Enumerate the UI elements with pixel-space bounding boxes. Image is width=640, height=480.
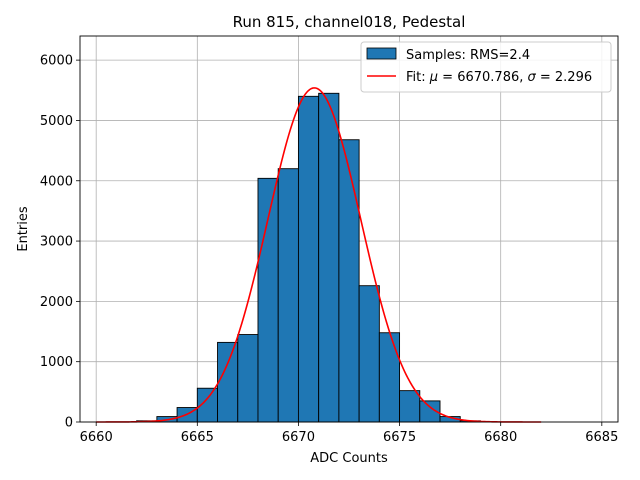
legend-sigma-symbol: σ (528, 70, 537, 85)
x-tick-label: 6660 (80, 430, 113, 445)
histogram-bar (217, 341, 239, 423)
histogram-bar (338, 139, 360, 423)
x-tick-label: 6665 (181, 430, 214, 445)
histogram-bar (378, 332, 401, 423)
histogram-bar (358, 285, 380, 423)
histogram-bars (136, 92, 481, 423)
y-tick-label: 1000 (40, 355, 73, 370)
legend-fit-prefix: Fit: (406, 70, 430, 85)
legend-label-fit: Fit: μ = 6670.786, σ = 2.296 (406, 70, 592, 85)
y-tick-label: 6000 (40, 54, 73, 69)
legend-sigma-value: = 2.296 (536, 70, 592, 85)
y-tick-label: 0 (65, 416, 73, 431)
histogram-bar (277, 168, 299, 423)
histogram-bar (237, 334, 259, 423)
fit-curve (96, 87, 542, 423)
x-tick-label: 6680 (484, 430, 517, 445)
x-tick-label: 6670 (282, 430, 315, 445)
histogram-bar (399, 390, 421, 423)
histogram-bar (318, 92, 340, 423)
y-tick-label: 5000 (40, 114, 73, 129)
y-tick-label: 2000 (40, 295, 73, 310)
y-axis-ticks: 0 1000 2000 3000 4000 5000 6000 (40, 54, 80, 431)
x-tick-label: 6685 (585, 430, 618, 445)
legend-mu-value: = 6670.786, (438, 70, 527, 85)
y-tick-label: 4000 (40, 174, 73, 189)
x-tick-label: 6675 (383, 430, 416, 445)
legend-box (360, 41, 612, 93)
chart-title: Run 815, channel018, Pedestal (233, 13, 466, 31)
legend: Samples: RMS=2.4 Fit: μ = 6670.786, σ = … (360, 41, 612, 93)
legend-swatch-samples (366, 47, 397, 60)
x-axis-ticks: 6660 6665 6670 6675 6680 6685 (80, 422, 618, 445)
legend-mu-symbol: μ (429, 70, 438, 85)
y-axis-label: Entries (16, 206, 31, 252)
legend-label-samples: Samples: RMS=2.4 (406, 48, 530, 63)
x-axis-label: ADC Counts (310, 451, 388, 466)
plot-frame (79, 35, 619, 423)
histogram-bar (297, 95, 320, 423)
y-tick-label: 3000 (40, 235, 73, 250)
